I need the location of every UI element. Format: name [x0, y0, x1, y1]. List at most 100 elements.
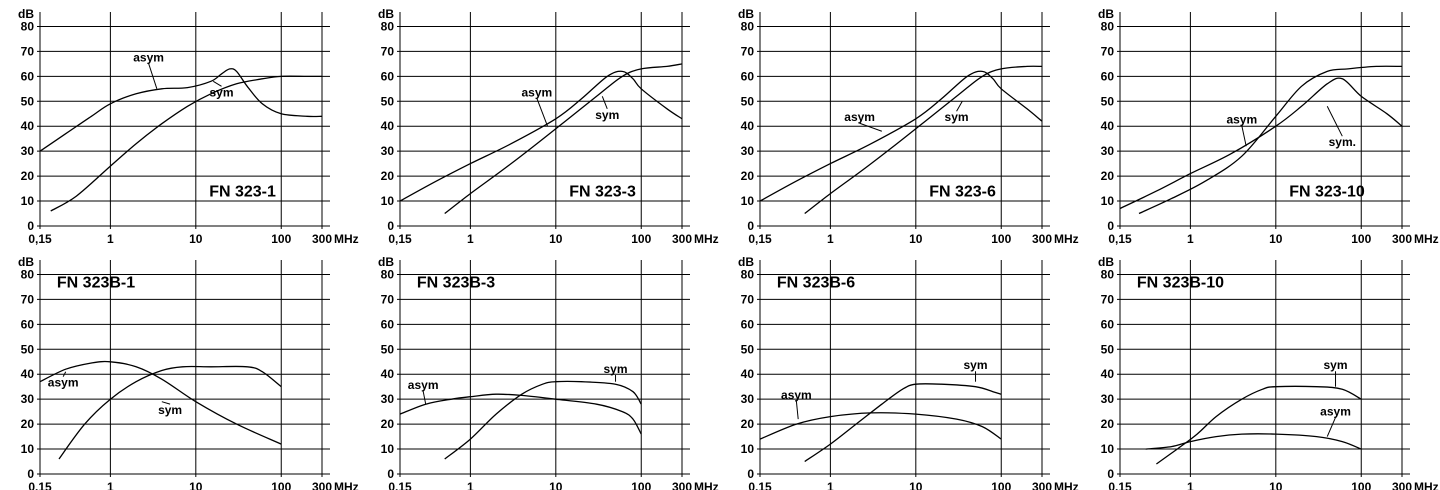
- x-tick-label: 1: [107, 232, 114, 246]
- y-tick-label: 40: [21, 367, 35, 381]
- x-tick-label: 1: [467, 232, 474, 246]
- x-axis-unit: MHz: [1414, 232, 1439, 246]
- x-tick-label: 100: [991, 480, 1011, 490]
- x-tick-label: 300: [312, 232, 332, 246]
- y-tick-label: 10: [381, 194, 395, 208]
- series-label-leader: [956, 101, 963, 112]
- series-line-asym: [399, 70, 683, 202]
- y-tick-label: 20: [741, 417, 755, 431]
- series-label-leader: [536, 98, 549, 127]
- y-tick-label: 10: [21, 194, 35, 208]
- x-tick-label: 0.15: [1108, 480, 1132, 490]
- y-tick-label: 70: [1101, 44, 1115, 58]
- series-line-asym: [1119, 77, 1403, 210]
- x-tick-label: 1: [1187, 232, 1194, 246]
- y-tick-label: 0: [747, 219, 754, 233]
- series-label: asym: [1320, 404, 1351, 418]
- y-tick-label: 30: [741, 144, 755, 158]
- y-tick-label: 20: [21, 169, 35, 183]
- y-tick-label: 80: [381, 19, 395, 33]
- series-label-leader: [601, 96, 608, 109]
- x-tick-label: 0,15: [748, 232, 772, 246]
- x-tick-label: 10: [1269, 480, 1283, 490]
- x-tick-label: 100: [271, 480, 291, 490]
- chart-title: FN 323B-6: [777, 274, 855, 291]
- y-tick-label: 60: [741, 69, 755, 83]
- y-tick-label: 50: [381, 94, 395, 108]
- y-tick-label: 80: [21, 19, 35, 33]
- y-tick-label: 80: [381, 267, 395, 281]
- series-label: sym.: [1329, 135, 1356, 149]
- x-tick-label: 10: [189, 480, 203, 490]
- y-axis-label: dB: [378, 255, 394, 269]
- x-tick-label: 0,15: [388, 480, 412, 490]
- x-axis-unit: MHz: [694, 480, 719, 490]
- y-tick-label: 0: [387, 467, 394, 481]
- y-tick-label: 0: [747, 467, 754, 481]
- x-tick-label: 300: [672, 480, 692, 490]
- series-label: asym: [133, 50, 164, 64]
- y-axis-label: dB: [18, 7, 34, 21]
- y-tick-label: 50: [21, 342, 35, 356]
- series-label-leader: [212, 80, 222, 87]
- chart-title: FN 323B-10: [1137, 274, 1224, 291]
- y-tick-label: 50: [1101, 342, 1115, 356]
- y-tick-label: 60: [381, 69, 395, 83]
- y-tick-label: 30: [21, 144, 35, 158]
- x-tick-label: 10: [1269, 232, 1283, 246]
- y-tick-label: 30: [381, 392, 395, 406]
- y-tick-label: 40: [381, 119, 395, 133]
- series-label: asym: [522, 85, 553, 99]
- x-tick-label: 0,15: [748, 480, 772, 490]
- x-tick-label: 1: [1187, 480, 1194, 490]
- y-axis-label: dB: [378, 7, 394, 21]
- y-tick-label: 20: [1101, 417, 1115, 431]
- x-tick-label: 0,15: [28, 232, 52, 246]
- y-tick-label: 40: [741, 367, 755, 381]
- y-tick-label: 60: [21, 69, 35, 83]
- x-tick-label: 300: [1392, 232, 1412, 246]
- chart-title: FN 323-10: [1289, 183, 1365, 200]
- y-tick-label: 80: [741, 19, 755, 33]
- y-tick-label: 80: [1101, 267, 1115, 281]
- y-tick-label: 60: [21, 317, 35, 331]
- chart-title: FN 323-3: [569, 183, 636, 200]
- x-tick-label: 100: [1351, 232, 1371, 246]
- series-label: sym: [1324, 358, 1348, 372]
- series-label-leader: [148, 63, 158, 89]
- y-tick-label: 70: [21, 292, 35, 306]
- y-axis-label: dB: [738, 7, 754, 21]
- chart-title: FN 323B-3: [417, 274, 495, 291]
- x-axis-unit: MHz: [1054, 480, 1079, 490]
- series-label-leader: [161, 401, 171, 405]
- x-tick-label: 100: [631, 232, 651, 246]
- y-tick-label: 0: [1107, 219, 1114, 233]
- y-tick-label: 40: [1101, 367, 1115, 381]
- series-label-leader: [1241, 125, 1247, 147]
- series-label-leader: [795, 401, 799, 420]
- y-tick-label: 40: [741, 119, 755, 133]
- x-axis-unit: MHz: [334, 480, 359, 490]
- chart-title: FN 323B-1: [57, 274, 135, 291]
- x-tick-label: 10: [909, 232, 923, 246]
- series-line-sym: [804, 383, 1002, 463]
- series-label: asym: [48, 376, 79, 390]
- series-line-asym: [39, 360, 282, 445]
- series-label: sym: [158, 403, 182, 417]
- series-label: asym: [844, 110, 875, 124]
- x-axis-unit: MHz: [334, 232, 359, 246]
- y-tick-label: 20: [741, 169, 755, 183]
- y-tick-label: 10: [741, 194, 755, 208]
- x-tick-label: 300: [672, 232, 692, 246]
- series-label-leader: [62, 371, 67, 377]
- y-tick-label: 20: [381, 417, 395, 431]
- series-line-sym: [444, 380, 642, 460]
